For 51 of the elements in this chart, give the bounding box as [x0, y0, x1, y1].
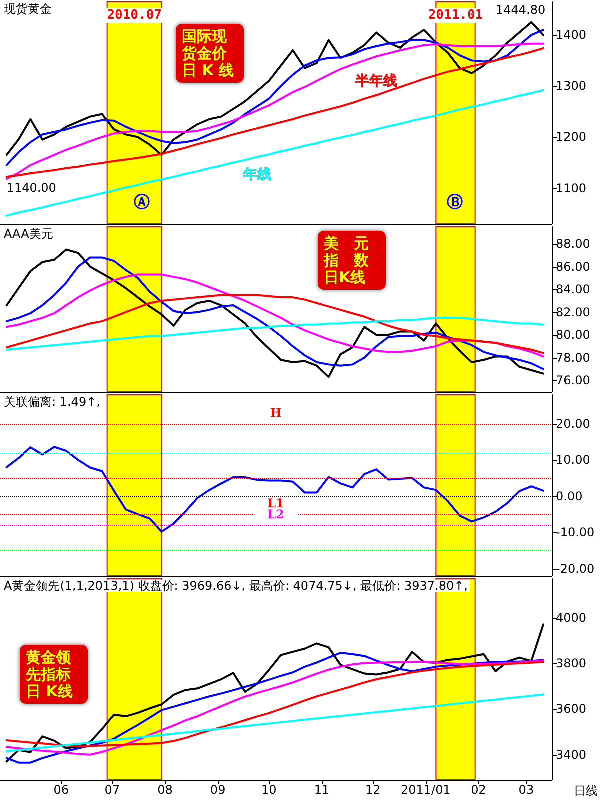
y-tick-label: 86.00 [556, 260, 590, 274]
text: 日线 [574, 784, 598, 798]
y-tick-label: -10.00 [556, 526, 595, 540]
x-tick-label: 03 [518, 783, 534, 797]
x-tick-label: 10 [262, 783, 277, 797]
series-label: 半年线 [354, 73, 398, 90]
x-tick-label: 08 [158, 783, 173, 797]
band-label: 2010.07 [107, 8, 162, 24]
chart-title: AAA美元 [4, 227, 54, 241]
y-tick-label: 1100 [556, 181, 587, 196]
ref-line-label: H [270, 406, 282, 420]
y-tick-label: 20.00 [556, 416, 590, 431]
y-tick-label: 1400 [556, 28, 587, 42]
annotation: 美 元指 数日K线 [323, 234, 370, 286]
y-tick-label: 78.00 [556, 350, 590, 365]
y-tick-label: 88.00 [556, 237, 590, 252]
x-tick-label: 02 [471, 783, 486, 797]
annotation: 国际现货金价日 K 线 [181, 28, 234, 80]
y-tick-label: 76.00 [556, 374, 590, 388]
line-series [6, 446, 544, 533]
band-label: 2011.01 [428, 8, 484, 24]
y-tick-label: 84.00 [556, 282, 590, 297]
y-tick-label: -20.00 [556, 562, 595, 576]
x-tick-label: 07 [104, 783, 120, 797]
annotation: 1444.80 [496, 3, 546, 17]
annotation: 黄金领先指标日 K线 [25, 648, 73, 700]
x-tick-label: 12 [365, 783, 381, 797]
y-tick-label: 3800 [556, 656, 587, 671]
line-series [6, 317, 544, 351]
y-tick-label: 80.00 [556, 328, 590, 342]
x-tick-label: 09 [210, 783, 226, 797]
chart-title: 现货黄金 [4, 2, 52, 16]
annotation: Ⓐ [134, 192, 150, 212]
y-tick-label: 1200 [556, 130, 587, 144]
line-series [6, 624, 544, 763]
chart-title: 关联偏离: 1.49↑, [4, 395, 100, 409]
x-tick-label: 2011/01 [400, 783, 451, 797]
y-tick-label: 82.00 [556, 305, 590, 320]
annotation: 1140.00 [6, 180, 56, 195]
y-tick-label: 3400 [556, 748, 587, 762]
x-tick-label: 06 [54, 783, 69, 797]
y-tick-label: 4000 [556, 610, 587, 625]
y-tick-label: 0.00 [556, 489, 583, 504]
annotation: Ⓑ [447, 192, 463, 212]
series-label: 年线 [242, 167, 272, 184]
y-tick-label: 10.00 [556, 453, 590, 468]
x-tick-label: 11 [314, 783, 330, 797]
chart-title: A黄金领先(1,1,2013,1) 收盘价: 3969.66↓, 最高价: 4074.75↓, 最低价: 3937.80↑, [4, 579, 468, 593]
y-tick-label: 3600 [556, 702, 587, 716]
y-tick-label: 1300 [556, 79, 587, 94]
line-series [6, 89, 544, 217]
